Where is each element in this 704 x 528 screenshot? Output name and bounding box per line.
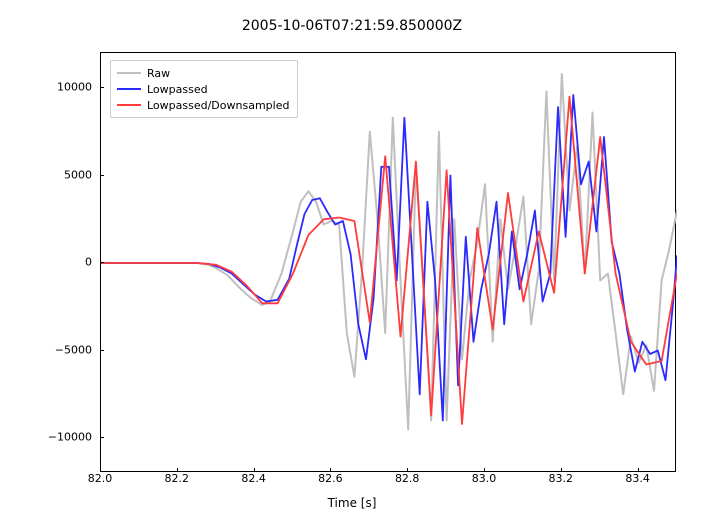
- y-tick-label: −5000: [12, 343, 92, 356]
- y-tick-mark: [100, 437, 104, 438]
- x-tick-label: 82.0: [88, 472, 113, 485]
- y-tick-label: −10000: [12, 431, 92, 444]
- legend-entry-raw: Raw: [117, 65, 289, 81]
- legend-entry-downsampled: Lowpassed/Downsampled: [117, 97, 289, 113]
- x-axis-label: Time [s]: [0, 496, 704, 510]
- legend-label: Raw: [147, 67, 170, 80]
- legend-label: Lowpassed/Downsampled: [147, 99, 289, 112]
- y-tick-mark: [100, 350, 104, 351]
- legend-label: Lowpassed: [147, 83, 208, 96]
- legend-entry-lowpassed: Lowpassed: [117, 81, 289, 97]
- y-tick-mark: [100, 87, 104, 88]
- legend-line-icon: [117, 88, 141, 90]
- series-raw: [101, 74, 677, 429]
- legend-line-icon: [117, 104, 141, 106]
- y-tick-label: 0: [12, 256, 92, 269]
- x-tick-label: 82.4: [241, 472, 266, 485]
- x-tick-label: 83.2: [549, 472, 574, 485]
- x-tick-label: 83.4: [625, 472, 650, 485]
- y-tick-label: 10000: [12, 81, 92, 94]
- x-tick-label: 82.2: [165, 472, 190, 485]
- chart-figure: 2005-10-06T07:21:59.850000Z Time [s] Raw…: [0, 0, 704, 528]
- legend-box: Raw Lowpassed Lowpassed/Downsampled: [110, 60, 298, 118]
- y-tick-mark: [100, 175, 104, 176]
- legend-line-icon: [117, 72, 141, 74]
- chart-title: 2005-10-06T07:21:59.850000Z: [0, 18, 704, 34]
- x-tick-label: 82.8: [395, 472, 420, 485]
- x-tick-label: 83.0: [472, 472, 497, 485]
- x-tick-label: 82.6: [318, 472, 343, 485]
- y-tick-label: 5000: [12, 168, 92, 181]
- y-tick-mark: [100, 262, 104, 263]
